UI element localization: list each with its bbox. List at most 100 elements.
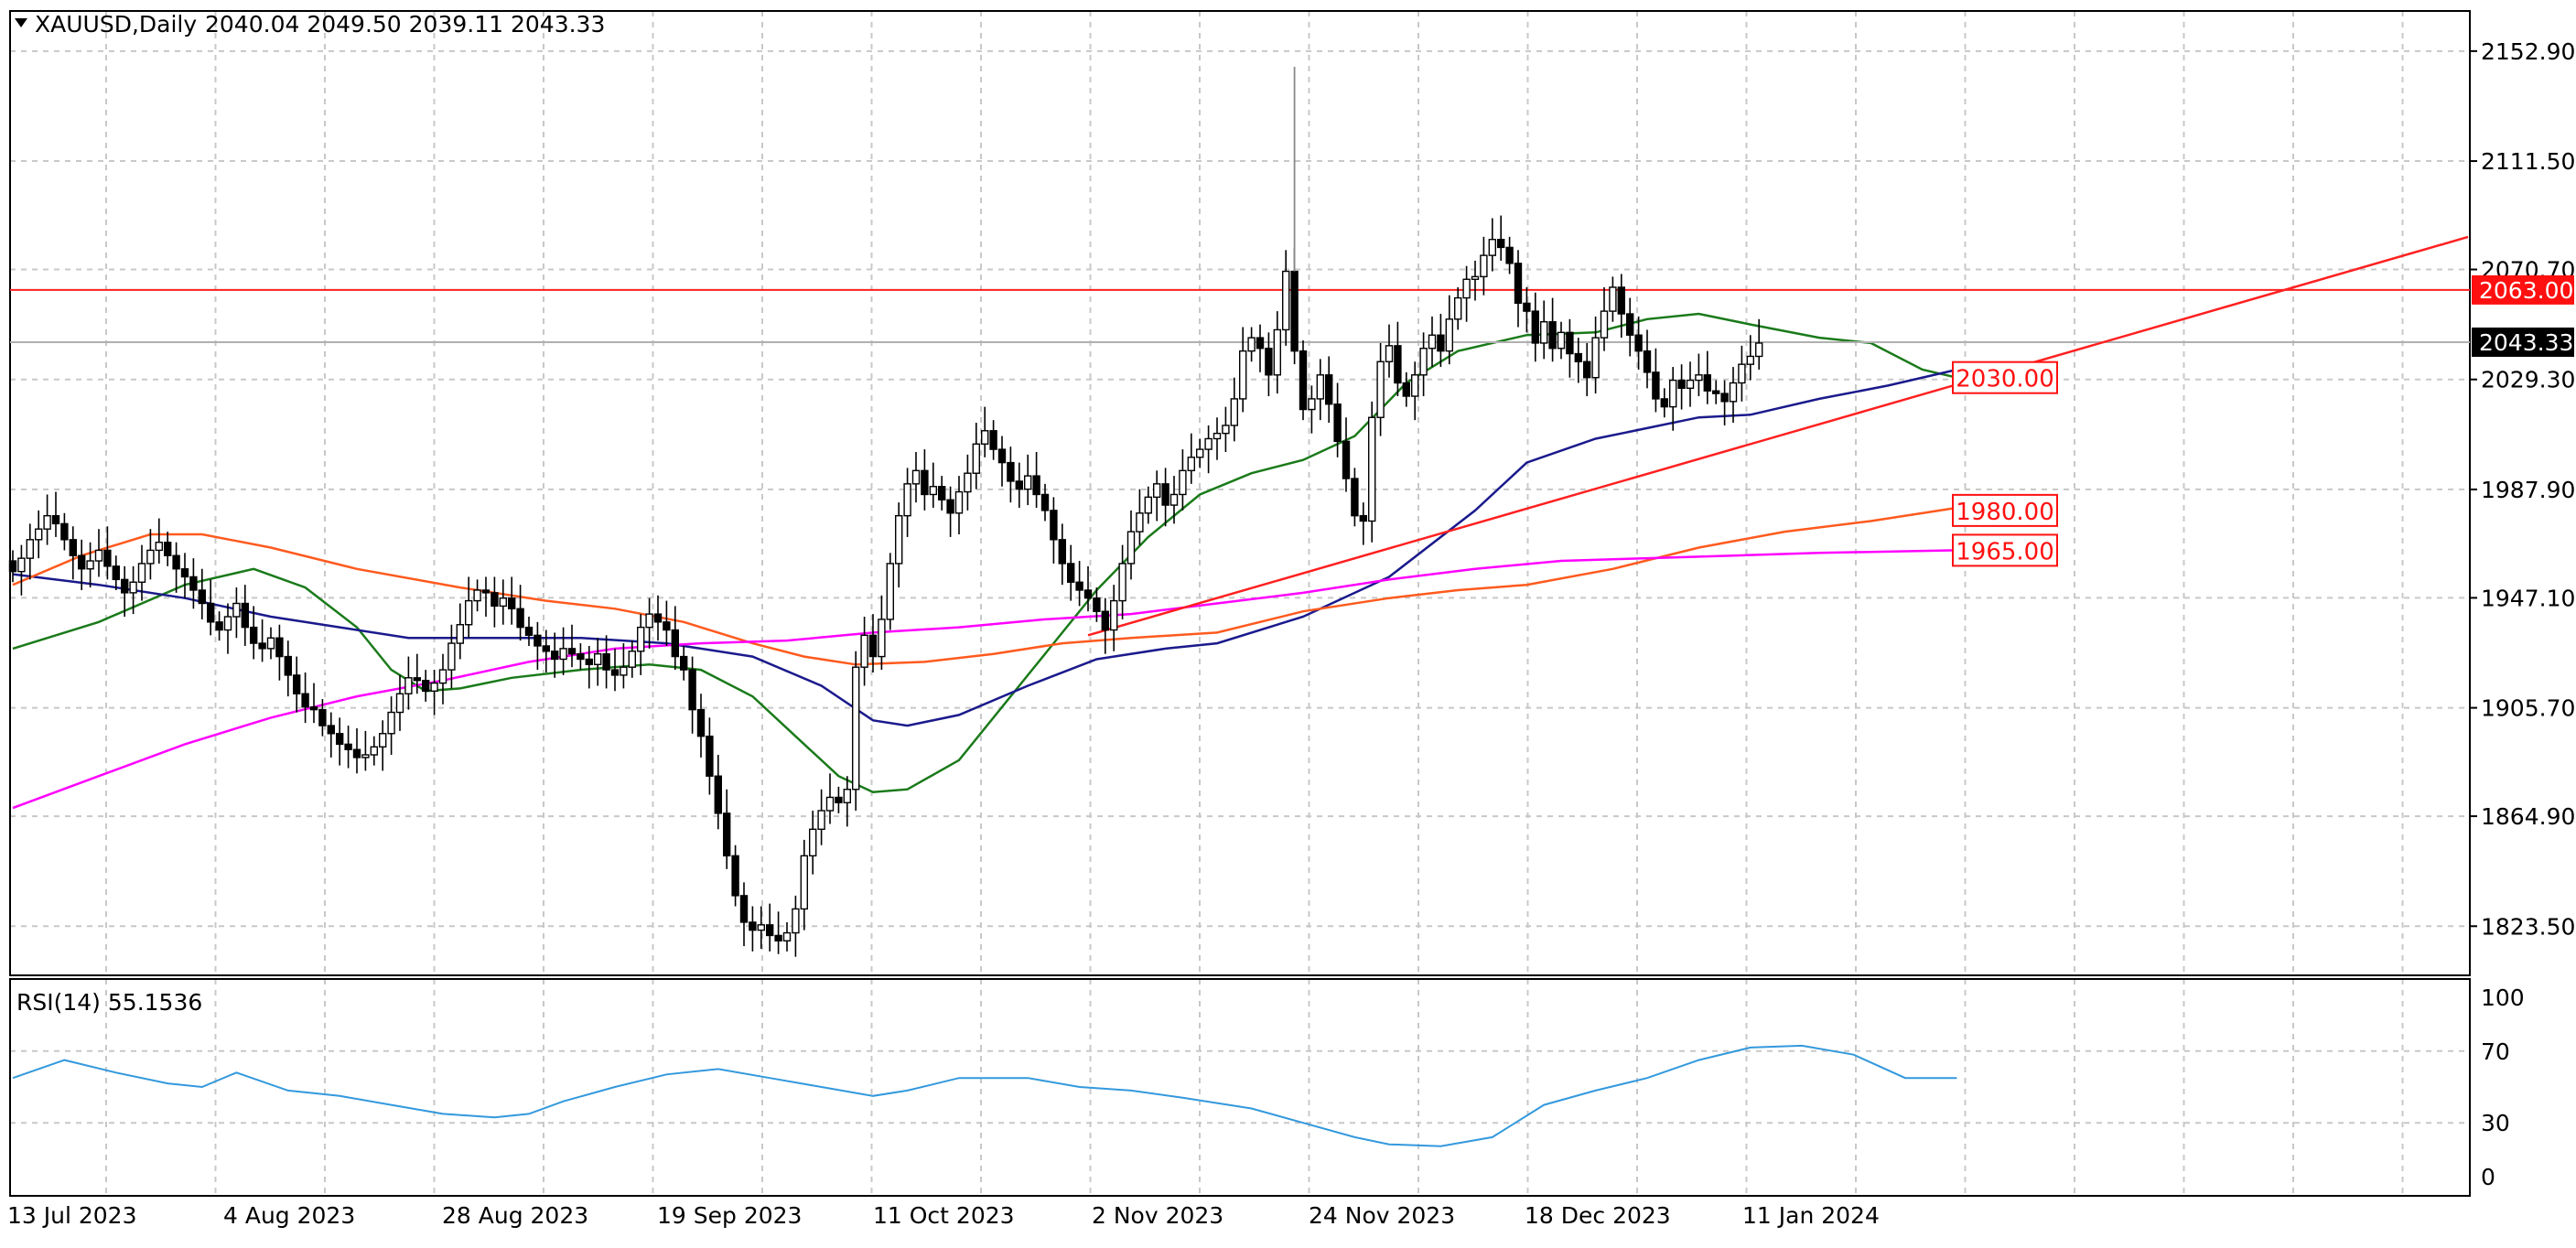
candle [1265, 332, 1273, 397]
candle-body [610, 669, 620, 676]
candle-body [817, 810, 825, 831]
x-tick-label: 11 Oct 2023 [873, 1202, 1015, 1229]
rsi-label: RSI(14) 55.1536 [16, 989, 202, 1016]
candle [404, 656, 413, 710]
candle [1075, 561, 1083, 607]
x-tick-label: 13 Jul 2023 [7, 1202, 137, 1229]
candle-body [551, 651, 559, 661]
candle-body [86, 560, 94, 570]
candle-body [275, 637, 284, 658]
candle-body [1273, 328, 1282, 376]
candle-body [645, 613, 653, 629]
price-tag: 2043.33 [2472, 327, 2574, 357]
candle [653, 595, 663, 641]
price-tag-label: 2043.33 [2479, 329, 2573, 356]
candle [189, 558, 198, 609]
candle [43, 494, 51, 545]
candle-body [215, 621, 223, 631]
candle [749, 906, 757, 952]
candle-body [1695, 374, 1703, 382]
candle-body [163, 542, 172, 556]
candle-body [103, 549, 112, 567]
candle [886, 553, 894, 630]
candle [1488, 218, 1497, 272]
candle-body [1591, 337, 1600, 379]
rsi-tick-label: 0 [2481, 1164, 2495, 1190]
candle-body [567, 648, 577, 655]
level-tag: 1980.00 [1952, 493, 2058, 527]
rsi-tick-label: 70 [2481, 1038, 2510, 1065]
candle [989, 420, 997, 460]
candle-body [1195, 448, 1204, 458]
candle-body [1007, 461, 1015, 482]
candle [86, 542, 94, 588]
candle-body [198, 589, 207, 605]
candle [585, 645, 593, 689]
candle-body [1136, 512, 1144, 533]
candle [456, 603, 464, 660]
candle [163, 532, 172, 566]
candle [1230, 377, 1239, 442]
candle-body [954, 490, 964, 514]
candle [1677, 364, 1686, 410]
candle-body [757, 924, 765, 931]
candle [1136, 489, 1144, 545]
candle [1308, 385, 1316, 434]
candle-body [972, 443, 981, 474]
candle [146, 529, 155, 580]
candle-body [680, 655, 688, 671]
collapse-triangle-icon[interactable] [15, 18, 27, 27]
candle [680, 645, 688, 681]
candle [232, 587, 241, 639]
candle [293, 656, 301, 713]
candle [843, 776, 851, 827]
candle [516, 585, 524, 641]
candle-body [1265, 348, 1273, 376]
candle [637, 614, 645, 675]
candle-body [1625, 313, 1634, 336]
candle-body [490, 592, 499, 608]
candle [628, 640, 636, 678]
candle-body [1668, 379, 1677, 408]
candle-body [1281, 270, 1290, 331]
candle [1281, 250, 1290, 346]
candle [1634, 316, 1643, 370]
candle [223, 603, 232, 654]
candle-body [77, 554, 86, 570]
candle-body [1230, 398, 1239, 426]
candle-body [344, 743, 352, 750]
candle [1256, 324, 1265, 372]
candle-body [1660, 398, 1669, 408]
candle [1032, 451, 1040, 508]
candle-body [1050, 510, 1058, 541]
candle-body [1359, 514, 1368, 522]
rsi-panel-frame [9, 978, 2471, 1197]
candle [1333, 382, 1342, 457]
candle-body [1453, 296, 1462, 320]
candle [1126, 510, 1136, 580]
candle [508, 576, 516, 625]
x-tick-label: 4 Aug 2023 [223, 1202, 355, 1229]
candle-body [1445, 318, 1454, 352]
candle-body [1523, 302, 1531, 312]
candle [69, 526, 78, 580]
candle-body [1032, 475, 1040, 496]
candle-body [284, 655, 292, 676]
candle-body [146, 549, 155, 565]
candle-body [1566, 331, 1574, 355]
candle-body [129, 581, 137, 594]
moving-average-lines [12, 312, 1957, 810]
candle [1410, 361, 1419, 421]
rsi-series [12, 1044, 1957, 1147]
candle [473, 579, 481, 612]
candle-body [1058, 539, 1067, 565]
candle [577, 643, 585, 671]
candle [825, 773, 835, 824]
candle-body [1109, 599, 1118, 631]
moving-average-line [12, 312, 1957, 793]
candle [524, 617, 534, 646]
symbol-label: XAUUSD,Daily [35, 11, 197, 38]
candle-body [1729, 382, 1738, 403]
candle-body [1720, 393, 1729, 403]
